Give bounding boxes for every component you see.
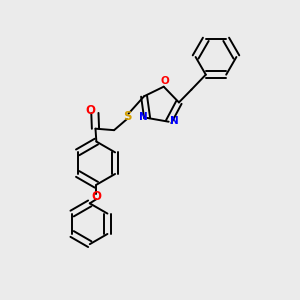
Text: S: S (123, 110, 132, 123)
Text: N: N (170, 116, 178, 126)
Text: O: O (92, 190, 101, 203)
Text: N: N (139, 112, 148, 122)
Text: O: O (160, 76, 169, 86)
Text: O: O (85, 104, 95, 117)
